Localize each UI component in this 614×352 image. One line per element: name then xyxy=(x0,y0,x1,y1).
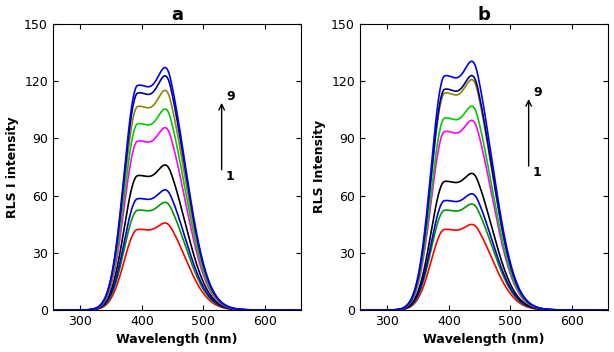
X-axis label: Wavelength (nm): Wavelength (nm) xyxy=(117,333,238,346)
Y-axis label: RLS I intensity: RLS I intensity xyxy=(6,116,18,218)
Y-axis label: RLS Intensity: RLS Intensity xyxy=(313,120,325,213)
Title: a: a xyxy=(171,6,183,24)
X-axis label: Wavelength (nm): Wavelength (nm) xyxy=(424,333,545,346)
Text: 9: 9 xyxy=(533,86,542,99)
Text: 1: 1 xyxy=(533,166,542,179)
Text: 9: 9 xyxy=(226,90,235,103)
Text: 1: 1 xyxy=(226,170,235,183)
Title: b: b xyxy=(478,6,491,24)
